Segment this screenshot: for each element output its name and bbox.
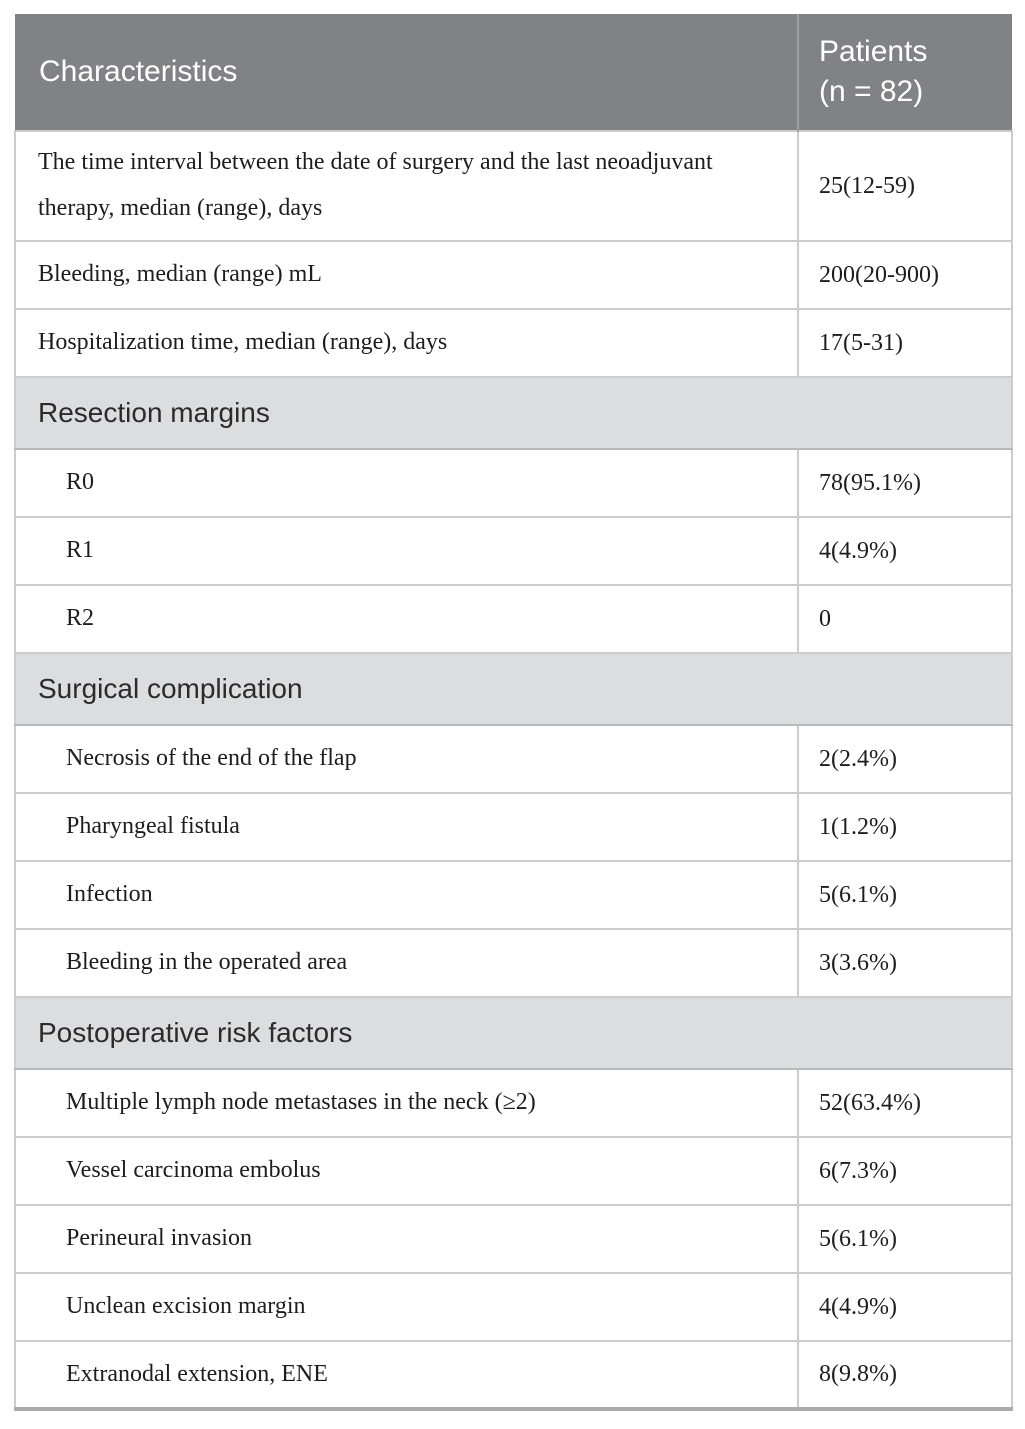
value-cell: 52(63.4%) (797, 1068, 1013, 1138)
value-cell: 0 (797, 584, 1013, 654)
table-row: Pharyngeal fistula 1(1.2%) (14, 792, 1013, 862)
section-row-postoperative-risk-factors: Postoperative risk factors (14, 996, 1013, 1070)
section-row-surgical-complication: Surgical complication (14, 652, 1013, 726)
characteristic-cell: Multiple lymph node metastases in the ne… (14, 1068, 799, 1138)
value-cell: 6(7.3%) (797, 1136, 1013, 1206)
characteristic-cell: Bleeding, median (range) mL (14, 240, 799, 310)
table-row: The time interval between the date of su… (14, 130, 1013, 242)
patients-column-header: Patients (n = 82) (797, 14, 1012, 131)
section-header: Surgical complication (14, 652, 1013, 726)
value-cell: 4(4.9%) (797, 1272, 1013, 1342)
value-cell: 5(6.1%) (797, 860, 1013, 930)
patient-characteristics-table: Characteristics Patients (n = 82) The ti… (14, 14, 1013, 1411)
patients-header-line2: (n = 82) (819, 75, 924, 108)
characteristic-cell: Perineural invasion (14, 1204, 799, 1274)
table-row: Hospitalization time, median (range), da… (14, 308, 1013, 378)
characteristic-cell: Vessel carcinoma embolus (14, 1136, 799, 1206)
table-row: Bleeding, median (range) mL 200(20-900) (14, 240, 1013, 310)
section-header: Resection margins (14, 376, 1013, 450)
characteristics-column-header: Characteristics (15, 14, 798, 131)
value-cell: 1(1.2%) (797, 792, 1013, 862)
table-row: Necrosis of the end of the flap 2(2.4%) (14, 724, 1013, 794)
value-cell: 25(12-59) (797, 130, 1013, 242)
characteristic-cell: R1 (14, 516, 799, 586)
table-row: Bleeding in the operated area 3(3.6%) (14, 928, 1013, 998)
characteristic-cell: R0 (14, 448, 799, 518)
table-body: The time interval between the date of su… (14, 130, 1013, 1411)
table-row: Infection 5(6.1%) (14, 860, 1013, 930)
characteristic-cell: Unclean excision margin (14, 1272, 799, 1342)
characteristic-cell: Infection (14, 860, 799, 930)
characteristic-cell: Hospitalization time, median (range), da… (14, 308, 799, 378)
value-cell: 2(2.4%) (797, 724, 1013, 794)
table-row: Extranodal extension, ENE 8(9.8%) (14, 1340, 1013, 1411)
value-cell: 5(6.1%) (797, 1204, 1013, 1274)
value-cell: 3(3.6%) (797, 928, 1013, 998)
table-row: R2 0 (14, 584, 1013, 654)
value-cell: 78(95.1%) (797, 448, 1013, 518)
characteristic-cell: Bleeding in the operated area (14, 928, 799, 998)
characteristic-cell: Necrosis of the end of the flap (14, 724, 799, 794)
characteristic-cell: Pharyngeal fistula (14, 792, 799, 862)
section-header: Postoperative risk factors (14, 996, 1013, 1070)
header-row: Characteristics Patients (n = 82) (15, 14, 1012, 131)
table-row: Unclean excision margin 4(4.9%) (14, 1272, 1013, 1342)
table-row: R0 78(95.1%) (14, 448, 1013, 518)
table-row: R1 4(4.9%) (14, 516, 1013, 586)
section-row-resection-margins: Resection margins (14, 376, 1013, 450)
characteristic-cell: R2 (14, 584, 799, 654)
value-cell: 4(4.9%) (797, 516, 1013, 586)
table-row: Perineural invasion 5(6.1%) (14, 1204, 1013, 1274)
table-header: Characteristics Patients (n = 82) (15, 14, 1012, 131)
patients-header-line1: Patients (819, 35, 928, 69)
value-cell: 8(9.8%) (797, 1340, 1013, 1411)
value-cell: 17(5-31) (797, 308, 1013, 378)
characteristic-cell: Extranodal extension, ENE (14, 1340, 799, 1411)
table-row: Multiple lymph node metastases in the ne… (14, 1068, 1013, 1138)
value-cell: 200(20-900) (797, 240, 1013, 310)
table-row: Vessel carcinoma embolus 6(7.3%) (14, 1136, 1013, 1206)
characteristics-table: Characteristics Patients (n = 82) The ti… (14, 14, 1013, 1411)
characteristic-cell: The time interval between the date of su… (14, 130, 799, 242)
